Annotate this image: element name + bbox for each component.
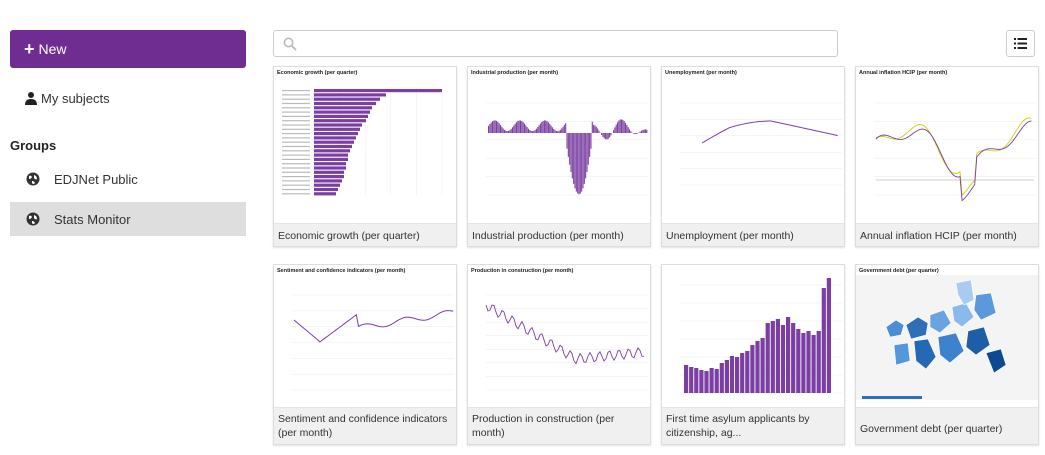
government-debt-map xyxy=(856,275,1038,400)
thumbnail-title: Government debt (per quarter) xyxy=(859,268,939,274)
person-icon xyxy=(25,92,37,105)
chart-thumbnail xyxy=(662,265,844,408)
sidebar: + New My subjects Groups EDJNet Public S… xyxy=(10,30,246,236)
card-caption: Economic growth (per quarter) xyxy=(274,224,456,246)
my-subjects-link[interactable]: My subjects xyxy=(10,88,246,108)
card-caption: Production in construction (per month) xyxy=(468,408,650,444)
card-caption: First time asylum applicants by citizens… xyxy=(662,408,844,444)
inflation-chart xyxy=(874,102,1036,202)
subject-card[interactable]: Annual inflation HCIP (per month) Annual… xyxy=(855,66,1039,247)
thumbnail-title: Unemployment (per month) xyxy=(665,70,737,76)
thumbnail-title: Annual inflation HCIP (per month) xyxy=(859,70,948,76)
group-item-edjnet-public[interactable]: EDJNet Public xyxy=(10,162,246,196)
card-caption: Annual inflation HCIP (per month) xyxy=(856,224,1038,246)
list-view-button[interactable] xyxy=(1006,30,1035,57)
group-item-label: Stats Monitor xyxy=(54,211,131,227)
subject-card[interactable]: First time asylum applicants by citizens… xyxy=(661,264,845,445)
card-caption: Sentiment and confidence indicators (per… xyxy=(274,408,456,444)
chart-thumbnail: Industrial production (per month) xyxy=(468,67,650,224)
subject-card[interactable]: Government debt (per quarter) Government… xyxy=(855,264,1039,445)
thumbnail-title: Sentiment and confidence indicators (per… xyxy=(277,268,406,274)
globe-icon xyxy=(26,212,40,226)
chart-thumbnail: Government debt (per quarter) xyxy=(856,265,1038,408)
my-subjects-label: My subjects xyxy=(41,90,110,106)
subject-card[interactable]: Unemployment (per month) Unemployment (p… xyxy=(661,66,845,247)
new-button-label: New xyxy=(38,41,67,57)
globe-icon xyxy=(26,172,40,186)
search-icon xyxy=(283,37,297,51)
construction-chart xyxy=(485,294,648,391)
search-box[interactable] xyxy=(273,30,838,57)
card-caption: Unemployment (per month) xyxy=(662,224,844,246)
subject-card[interactable]: Sentiment and confidence indicators (per… xyxy=(273,264,457,445)
thumbnail-title: Production in construction (per month) xyxy=(471,268,574,274)
chart-thumbnail: Sentiment and confidence indicators (per… xyxy=(274,265,456,408)
thumbnail-title: Industrial production (per month) xyxy=(471,70,559,76)
subject-card[interactable]: Industrial production (per month) Indust… xyxy=(467,66,651,247)
industrial-production-chart xyxy=(486,102,648,196)
thumbnail-title: Economic growth (per quarter) xyxy=(277,70,358,76)
chart-thumbnail: Economic growth (per quarter) xyxy=(274,67,456,224)
search-input[interactable] xyxy=(303,36,823,51)
asylum-chart xyxy=(680,278,842,394)
subject-card[interactable]: Production in construction (per month) P… xyxy=(467,264,651,445)
plus-icon: + xyxy=(24,39,35,59)
card-caption: Government debt (per quarter) xyxy=(856,408,1038,444)
group-item-label: EDJNet Public xyxy=(54,171,138,187)
chart-thumbnail: Unemployment (per month) xyxy=(662,67,844,224)
chart-thumbnail: Production in construction (per month) xyxy=(468,265,650,408)
group-item-stats-monitor[interactable]: Stats Monitor xyxy=(10,202,246,236)
list-icon xyxy=(1014,38,1027,49)
chart-thumbnail: Annual inflation HCIP (per month) xyxy=(856,67,1038,224)
groups-title: Groups xyxy=(10,138,57,153)
economic-growth-chart xyxy=(282,87,443,196)
card-caption: Industrial production (per month) xyxy=(468,224,650,246)
new-button[interactable]: + New xyxy=(10,30,246,68)
subject-card[interactable]: Economic growth (per quarter) Economic g… xyxy=(273,66,457,247)
sentiment-chart xyxy=(292,294,454,391)
unemployment-chart xyxy=(680,102,842,186)
